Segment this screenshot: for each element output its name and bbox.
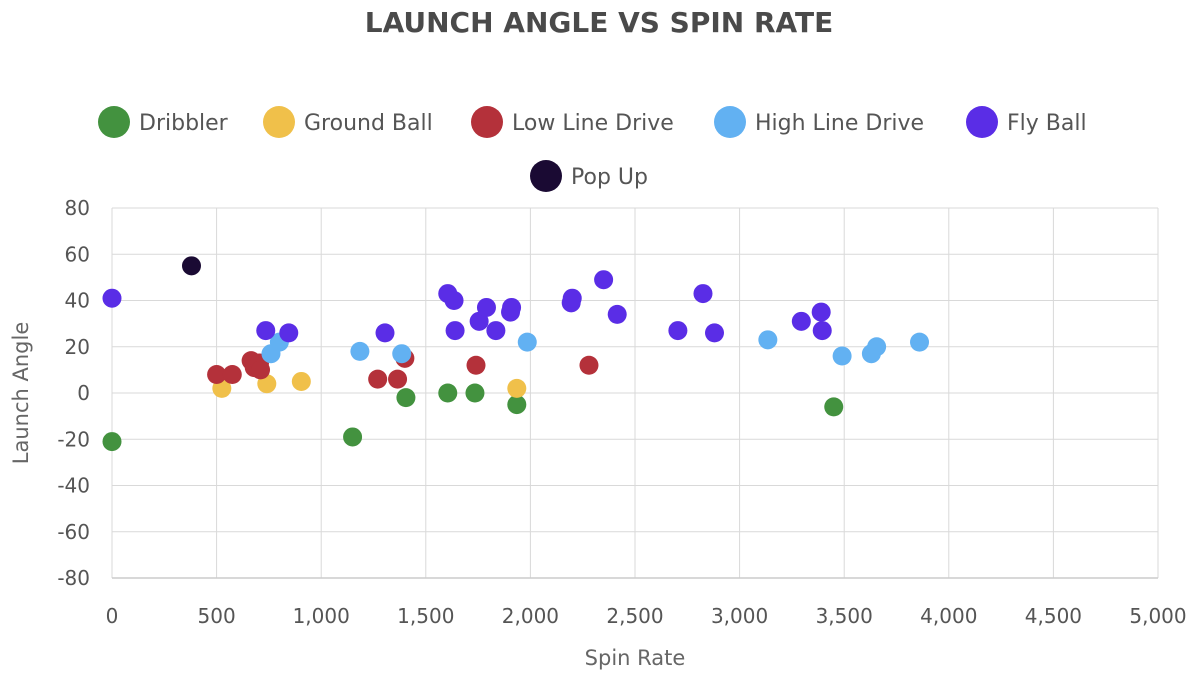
series-fly-ball: [102, 270, 832, 343]
x-tick-label: 3,000: [711, 604, 768, 628]
data-point[interactable]: [392, 344, 412, 364]
data-point[interactable]: [562, 288, 582, 308]
y-tick-label: 40: [65, 289, 90, 313]
legend-label: Low Line Drive: [512, 111, 674, 136]
data-point[interactable]: [812, 321, 832, 341]
legend-swatch: [966, 106, 998, 138]
legend-item-dribbler[interactable]: Dribbler: [98, 106, 229, 138]
legend-swatch: [471, 106, 503, 138]
legend-label: Dribbler: [139, 111, 229, 136]
data-point[interactable]: [791, 311, 811, 331]
y-axis-ticks: 80 60 40 20 0 -20 -40 -60 -80: [57, 196, 90, 590]
data-point[interactable]: [507, 395, 527, 415]
data-point[interactable]: [867, 337, 887, 357]
legend-item-pop-up[interactable]: Pop Up: [530, 160, 648, 192]
data-point[interactable]: [102, 432, 122, 452]
x-tick-label: 1,000: [293, 604, 350, 628]
legend-swatch: [530, 160, 562, 192]
x-tick-label: 4,000: [920, 604, 977, 628]
data-point[interactable]: [256, 321, 276, 341]
series-pop-up: [181, 256, 201, 276]
data-point[interactable]: [207, 365, 227, 384]
data-point[interactable]: [375, 323, 395, 343]
y-tick-label: 0: [77, 381, 90, 405]
data-point[interactable]: [350, 341, 370, 361]
data-point[interactable]: [438, 383, 458, 403]
data-point[interactable]: [832, 346, 852, 366]
data-points: [102, 256, 930, 452]
series-high-line-drive: [261, 330, 930, 366]
legend-swatch: [98, 106, 130, 138]
chart-title: LAUNCH ANGLE VS SPIN RATE: [365, 6, 834, 39]
data-point[interactable]: [102, 288, 122, 308]
series-dribbler: [102, 383, 844, 452]
data-point[interactable]: [486, 321, 506, 341]
data-point[interactable]: [343, 427, 363, 447]
data-point[interactable]: [466, 355, 486, 375]
data-point[interactable]: [222, 365, 242, 384]
x-axis-ticks: 0 500 1,000 1,500 2,000 2,500 3,000 3,500 4,000 4…: [106, 604, 1187, 628]
y-axis-label: Launch Angle: [9, 322, 33, 464]
legend-label: Fly Ball: [1007, 111, 1087, 136]
data-point[interactable]: [824, 397, 844, 417]
y-tick-label: -40: [57, 474, 90, 498]
y-tick-label: -80: [57, 566, 90, 590]
legend-label: Ground Ball: [304, 111, 433, 136]
data-point[interactable]: [396, 388, 416, 408]
data-point[interactable]: [607, 304, 627, 324]
x-tick-label: 500: [198, 604, 236, 628]
y-tick-label: -60: [57, 520, 90, 544]
data-point[interactable]: [668, 321, 688, 341]
legend-item-fly-ball[interactable]: Fly Ball: [966, 106, 1087, 138]
data-point[interactable]: [704, 323, 724, 343]
data-point[interactable]: [811, 302, 831, 322]
x-tick-label: 5,000: [1129, 604, 1186, 628]
x-axis-label: Spin Rate: [585, 646, 686, 670]
data-point[interactable]: [758, 330, 778, 350]
data-point[interactable]: [444, 291, 464, 310]
grid: [111, 207, 1159, 579]
x-tick-label: 4,500: [1025, 604, 1082, 628]
data-point[interactable]: [251, 360, 271, 380]
legend-item-low-line-drive[interactable]: Low Line Drive: [471, 106, 674, 138]
data-point[interactable]: [693, 284, 713, 304]
x-tick-label: 0: [106, 604, 119, 628]
legend-item-high-line-drive[interactable]: High Line Drive: [714, 106, 924, 138]
legend-item-ground-ball[interactable]: Ground Ball: [263, 106, 433, 138]
legend: Dribbler Ground Ball Low Line Drive High Li…: [98, 106, 1087, 192]
data-point[interactable]: [517, 332, 537, 352]
data-point[interactable]: [502, 297, 522, 317]
legend-label: High Line Drive: [755, 111, 924, 136]
y-tick-label: -20: [57, 427, 90, 451]
x-tick-label: 2,000: [502, 604, 559, 628]
data-point[interactable]: [181, 256, 201, 276]
data-point[interactable]: [279, 323, 299, 343]
legend-swatch: [263, 106, 295, 138]
y-tick-label: 20: [65, 335, 90, 359]
x-tick-label: 1,500: [397, 604, 454, 628]
y-tick-label: 80: [65, 196, 90, 220]
data-point[interactable]: [368, 369, 388, 389]
y-tick-label: 60: [65, 242, 90, 266]
x-tick-label: 3,500: [816, 604, 873, 628]
data-point[interactable]: [388, 369, 408, 389]
data-point[interactable]: [476, 297, 496, 317]
data-point[interactable]: [594, 270, 614, 290]
x-tick-label: 2,500: [606, 604, 663, 628]
legend-label: Pop Up: [571, 165, 648, 190]
data-point[interactable]: [445, 321, 465, 341]
data-point[interactable]: [910, 332, 930, 352]
legend-swatch: [714, 106, 746, 138]
data-point[interactable]: [507, 378, 527, 398]
data-point[interactable]: [291, 371, 311, 391]
data-point[interactable]: [579, 355, 599, 375]
data-point[interactable]: [465, 383, 485, 403]
